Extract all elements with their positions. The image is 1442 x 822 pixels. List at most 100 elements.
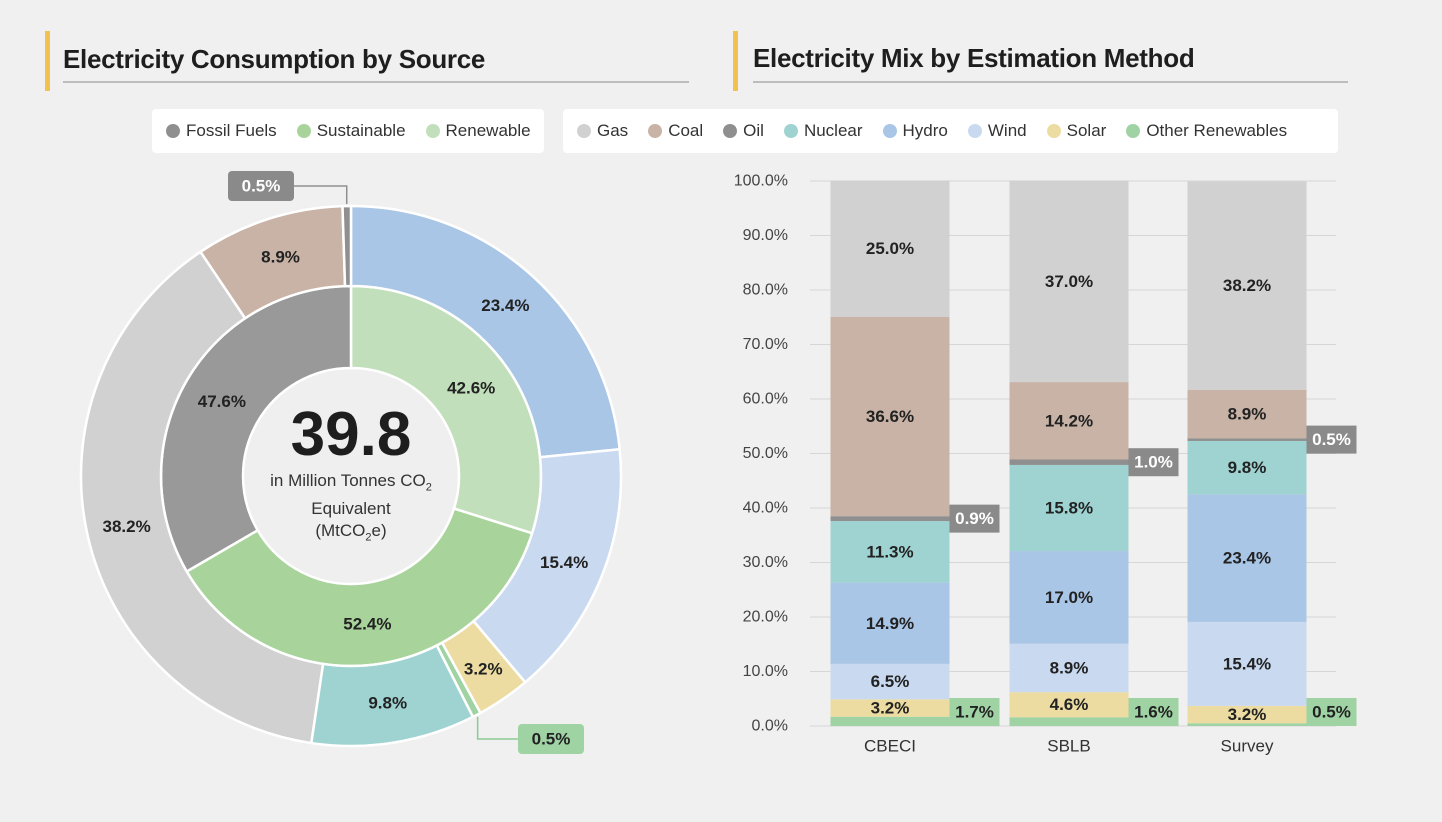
right-legend-swatch-other-renewables <box>1126 124 1141 138</box>
donut-inner-label-sustainable: 52.4% <box>343 615 391 634</box>
bar-segment-label-survey-coal: 8.9% <box>1228 404 1267 423</box>
bar-segment-label-sblb-wind: 8.9% <box>1050 658 1089 677</box>
bar-y-tick-label: 80.0% <box>743 282 788 299</box>
right-legend-label-nuclear: Nuclear <box>803 121 863 140</box>
bar-y-tick-label: 40.0% <box>743 500 788 517</box>
bar-segment-label-sblb-coal: 14.2% <box>1045 411 1093 430</box>
bar-segment-label-cbeci-nuclear: 11.3% <box>866 542 913 561</box>
bar-segment-survey-other-renewables <box>1187 723 1307 726</box>
bar-y-tick-label: 0.0% <box>752 718 788 735</box>
donut-center-line2: Equivalent <box>311 499 391 519</box>
right-legend-swatch-gas <box>577 124 591 138</box>
right-legend-swatch-coal <box>648 124 663 138</box>
bar-segment-label-survey-solar: 3.2% <box>1228 705 1267 724</box>
donut-center-label: 39.8 in Million Tonnes CO2 Equivalent (M… <box>245 400 457 549</box>
bar-segment-survey-hydro <box>1187 494 1307 622</box>
donut-inner-label-fossil-fuels: 47.6% <box>198 392 246 411</box>
left-legend: Fossil Fuels Sustainable Renewable <box>152 109 544 153</box>
right-legend-item-coal: Coal <box>648 121 703 141</box>
right-legend-label-coal: Coal <box>668 121 704 140</box>
right-legend-item-nuclear: Nuclear <box>783 121 863 141</box>
right-legend-swatch-hydro <box>882 124 897 138</box>
left-legend-swatch-fossil-fuels <box>166 124 180 138</box>
donut-callout-label-oil: 0.5% <box>242 177 281 196</box>
left-legend-label-renewable: Renewable <box>445 121 531 140</box>
bar-segment-cbeci-oil <box>830 516 950 522</box>
bar-callout-label-cbeci-oil: 0.9% <box>955 509 994 528</box>
bar-callout-label-cbeci-other-renewables: 1.7% <box>955 703 994 722</box>
stacked-bar-chart: 0.0% 10.0% 20.0% 30.0% 40.0% 50.0% 60.0% 70.0% 8… <box>734 173 1357 756</box>
bar-y-tick-label: 20.0% <box>743 609 788 626</box>
bar-segment-cbeci-coal <box>830 316 950 517</box>
donut-callout-other-renewables: 0.5% <box>476 716 584 754</box>
bar-segment-label-sblb-solar: 4.6% <box>1050 695 1089 714</box>
left-title-rule <box>63 81 689 83</box>
left-panel-title: Electricity Consumption by Source <box>63 44 486 74</box>
right-legend-label-gas: Gas <box>597 121 629 140</box>
left-legend-swatch-sustainable <box>296 124 311 138</box>
bar-callout-box-survey-oil <box>1306 425 1357 454</box>
bar-y-tick-label: 30.0% <box>743 554 788 571</box>
left-legend-item-sustainable: Sustainable <box>296 121 406 141</box>
bar-y-tick-label: 60.0% <box>743 391 788 408</box>
bar-segment-label-sblb-gas: 37.0% <box>1045 272 1093 291</box>
donut-callout-box-other-renewables <box>518 724 584 754</box>
right-legend-item-solar: Solar <box>1046 121 1107 141</box>
bar-category-label-cbeci: CBECI <box>864 737 916 756</box>
bar-segment-sblb-coal <box>1009 382 1129 460</box>
bar-segment-cbeci-gas <box>830 180 950 317</box>
bar-segment-survey-wind <box>1187 621 1307 706</box>
donut-outer-slice-hydro <box>349 204 622 459</box>
bar-callout-label-sblb-oil: 1.0% <box>1134 453 1173 472</box>
bar-segment-cbeci-hydro <box>830 582 950 664</box>
right-legend: Gas Coal Oil Nuclear Hydro Wind Solar Other Ren… <box>563 109 1338 153</box>
bar-segment-label-sblb-hydro: 17.0% <box>1045 588 1093 607</box>
right-legend-swatch-solar <box>1046 124 1061 138</box>
bar-callout-box-cbeci-other-renewables <box>949 698 1000 726</box>
bar-segment-sblb-hydro <box>1009 551 1129 644</box>
bar-segment-label-cbeci-coal: 36.6% <box>866 407 914 426</box>
right-legend-swatch-wind <box>967 124 982 138</box>
bar-segment-sblb-wind <box>1009 643 1129 693</box>
right-legend-item-oil: Oil <box>723 121 764 141</box>
right-legend-swatch-nuclear <box>783 124 798 138</box>
left-legend-item-fossil-fuels: Fossil Fuels <box>166 121 277 141</box>
bar-callout-label-survey-oil: 0.5% <box>1312 430 1351 449</box>
donut-center-line3: (MtCO2e) <box>315 521 387 544</box>
donut-outer-slice-oil <box>341 204 353 288</box>
bar-segment-survey-gas <box>1187 181 1307 390</box>
bar-segment-sblb-gas <box>1009 180 1129 383</box>
bar-segment-label-survey-hydro: 23.4% <box>1223 549 1271 568</box>
right-title-rule <box>753 81 1348 83</box>
donut-outer-label-wind: 15.4% <box>540 553 588 572</box>
bar-callout-box-cbeci-oil <box>949 504 1000 533</box>
right-legend-label-other-renewables: Other Renewables <box>1146 121 1288 140</box>
donut-callout-box-oil <box>228 171 294 201</box>
bar-segment-survey-solar <box>1187 705 1307 724</box>
left-legend-label-fossil-fuels: Fossil Fuels <box>186 121 277 140</box>
bar-y-tick-label: 90.0% <box>743 227 788 244</box>
donut-center-line1: in Million Tonnes CO2 <box>270 471 432 494</box>
bar-y-tick-label: 100.0% <box>734 173 788 190</box>
bar-callout-box-sblb-other-renewables <box>1128 698 1179 726</box>
bar-segment-sblb-nuclear <box>1009 464 1129 552</box>
bar-segment-survey-nuclear <box>1187 440 1307 495</box>
bar-callout-box-survey-other-renewables <box>1306 698 1357 726</box>
bar-segment-sblb-oil <box>1009 459 1129 465</box>
bar-callout-label-survey-other-renewables: 0.5% <box>1312 703 1351 722</box>
bar-segment-label-survey-nuclear: 9.8% <box>1228 458 1267 477</box>
bar-segment-cbeci-wind <box>830 663 950 700</box>
right-legend-label-solar: Solar <box>1066 121 1107 140</box>
bar-segment-label-cbeci-wind: 6.5% <box>871 672 910 691</box>
left-legend-label-sustainable: Sustainable <box>316 121 406 140</box>
bar-category-label-sblb: SBLB <box>1047 737 1090 756</box>
bar-segment-label-cbeci-solar: 3.2% <box>871 699 910 718</box>
donut-outer-label-gas: 38.2% <box>103 517 151 536</box>
bar-segment-label-cbeci-gas: 25.0% <box>866 239 914 258</box>
donut-outer-label-nuclear: 9.8% <box>368 694 407 713</box>
bar-segment-survey-coal <box>1187 389 1307 439</box>
donut-outer-label-hydro: 23.4% <box>481 296 529 315</box>
right-legend-item-gas: Gas <box>577 121 628 141</box>
donut-callout-line-other-renewables <box>476 716 519 740</box>
right-legend-label-hydro: Hydro <box>902 121 948 140</box>
